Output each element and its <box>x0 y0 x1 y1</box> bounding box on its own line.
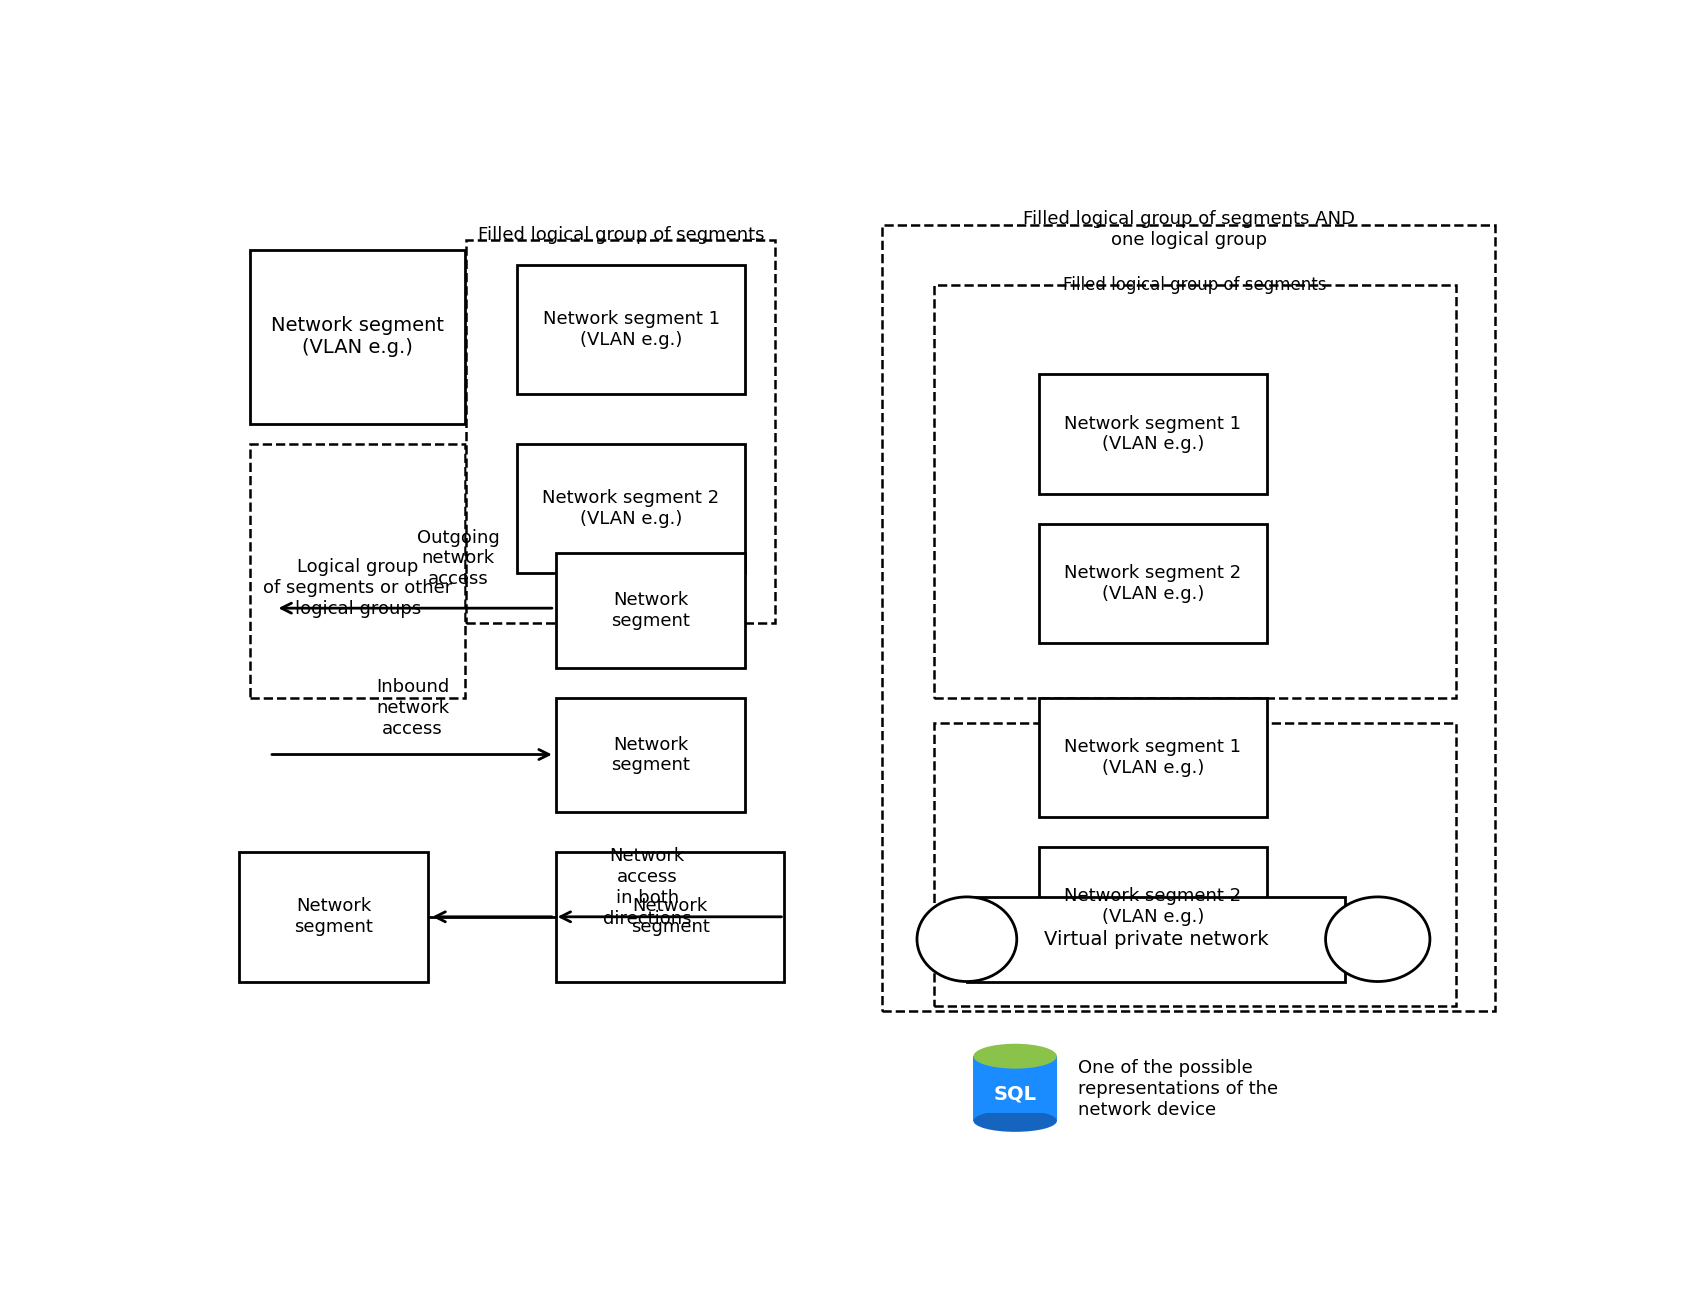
Text: Network segment
(VLAN e.g.): Network segment (VLAN e.g.) <box>271 317 444 357</box>
Ellipse shape <box>917 897 1016 981</box>
Text: Network
access
in both
directions: Network access in both directions <box>602 847 691 927</box>
Text: Filled logical group of segments AND
one logical group: Filled logical group of segments AND one… <box>1023 211 1354 250</box>
Text: Network
segment: Network segment <box>611 736 690 775</box>
Text: Network segment 1
(VLAN e.g.): Network segment 1 (VLAN e.g.) <box>542 310 720 349</box>
FancyBboxPatch shape <box>934 723 1455 1006</box>
FancyBboxPatch shape <box>881 225 1494 1011</box>
FancyBboxPatch shape <box>1038 847 1267 967</box>
FancyBboxPatch shape <box>516 443 745 573</box>
FancyBboxPatch shape <box>249 443 464 698</box>
Text: Filled logical group of segments: Filled logical group of segments <box>478 226 764 244</box>
Text: Network segment 2
(VLAN e.g.): Network segment 2 (VLAN e.g.) <box>1063 887 1241 926</box>
FancyBboxPatch shape <box>972 1056 1056 1113</box>
FancyBboxPatch shape <box>1038 698 1267 817</box>
Text: Network segment 1
(VLAN e.g.): Network segment 1 (VLAN e.g.) <box>1063 738 1241 777</box>
Text: Network
segment: Network segment <box>631 897 710 936</box>
FancyBboxPatch shape <box>1038 374 1267 494</box>
FancyBboxPatch shape <box>555 852 784 981</box>
Text: Network segment 2
(VLAN e.g.): Network segment 2 (VLAN e.g.) <box>542 489 720 528</box>
Ellipse shape <box>1325 897 1430 981</box>
Text: Logical group
of segments or other
logical groups: Logical group of segments or other logic… <box>262 559 452 618</box>
FancyBboxPatch shape <box>1038 524 1267 643</box>
Text: Virtual private network: Virtual private network <box>1043 930 1268 949</box>
FancyBboxPatch shape <box>466 239 775 623</box>
FancyBboxPatch shape <box>965 897 1344 981</box>
FancyBboxPatch shape <box>239 852 427 981</box>
Text: Network segment 2
(VLAN e.g.): Network segment 2 (VLAN e.g.) <box>1063 564 1241 603</box>
Text: Network segment 1
(VLAN e.g.): Network segment 1 (VLAN e.g.) <box>1063 415 1241 454</box>
FancyBboxPatch shape <box>249 250 464 424</box>
Text: Outgoing
network
access: Outgoing network access <box>417 529 500 588</box>
Text: Inbound
network
access: Inbound network access <box>375 678 449 737</box>
FancyBboxPatch shape <box>516 265 745 394</box>
FancyBboxPatch shape <box>555 553 745 668</box>
Text: Filled logical group of segments: Filled logical group of segments <box>1063 275 1325 294</box>
FancyBboxPatch shape <box>555 698 745 812</box>
FancyBboxPatch shape <box>972 1056 1056 1121</box>
Ellipse shape <box>972 1043 1056 1068</box>
Text: SQL: SQL <box>992 1085 1036 1103</box>
FancyBboxPatch shape <box>1156 899 1334 980</box>
FancyBboxPatch shape <box>934 284 1455 698</box>
Text: Network
segment: Network segment <box>294 897 373 936</box>
Ellipse shape <box>972 1109 1056 1131</box>
Text: Network
segment: Network segment <box>611 591 690 630</box>
Text: One of the possible
representations of the
network device: One of the possible representations of t… <box>1076 1059 1277 1118</box>
